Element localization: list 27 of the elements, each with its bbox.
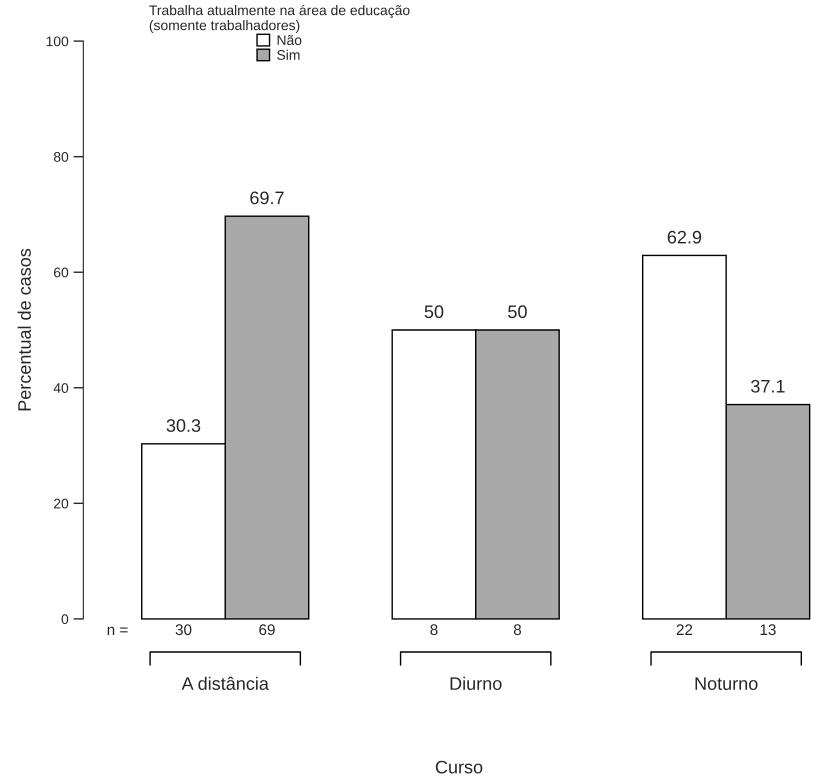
y-axis-title: Percentual de casos [18,248,31,410]
y-tick-label: 100 [46,36,68,46]
text: 30 [176,624,192,636]
text: n = [108,626,128,635]
data-label: 62.9 [668,230,702,244]
legend-label: Não [278,34,302,46]
text: 8 [430,624,438,636]
data-label: 50 [508,305,527,318]
text: 69 [259,624,275,636]
x-tick-label: Diurno [450,676,502,690]
y-tick-label: 40 [54,383,68,393]
y-tick-label: 80 [54,152,68,162]
y-tick-label: 0 [62,614,68,624]
text: 13 [760,624,776,636]
legend-title: Trabalha atualmente na área de educação (somente trabalhadores) [149,4,410,33]
text: 8 [514,624,522,636]
y-tick-label: 20 [54,498,68,509]
text: 22 [676,624,692,635]
data-label: 50 [424,305,444,318]
x-tick-label: Noturno [696,677,758,690]
data-label: 37.1 [751,380,785,393]
x-axis-title: Curso [436,760,482,774]
legend-label: Sim [277,50,300,60]
data-label: 69.7 [250,191,284,204]
data-label: 30.3 [166,419,200,432]
y-tick-label: 60 [54,268,68,278]
x-tick-label: A distância [182,676,269,690]
